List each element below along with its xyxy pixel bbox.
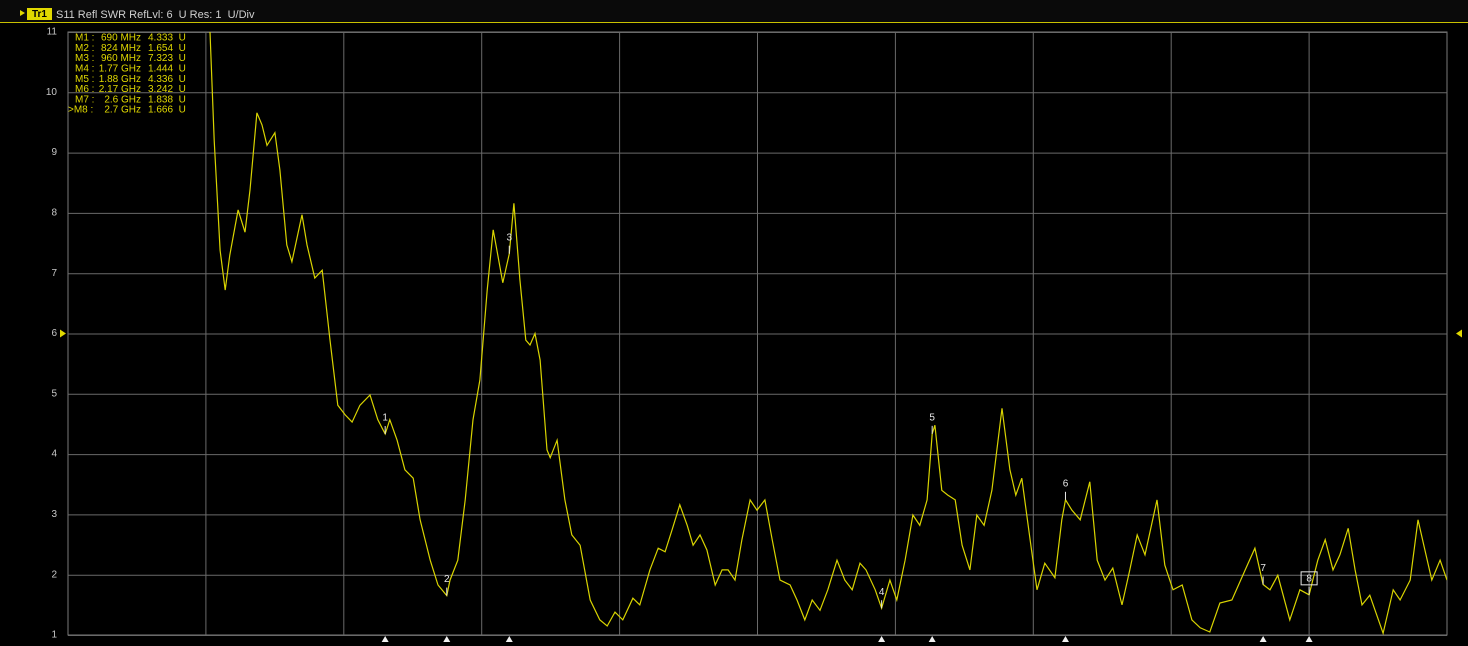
marker-triangle — [1061, 636, 1069, 642]
y-tick-label: 10 — [46, 87, 58, 98]
marker-triangle — [928, 636, 936, 642]
marker-value: 4.333 U — [148, 33, 186, 44]
active-marker-box — [1300, 571, 1318, 586]
marker-name: M1 : — [75, 33, 94, 44]
header-title: S11 Refl SWR RefLvl: 6 U Res: 1 U/Div — [56, 9, 255, 21]
marker-trace-label: 4 — [879, 587, 885, 598]
trace-layer — [209, 32, 1447, 635]
marker-triangle — [443, 636, 451, 642]
marker-value: 4.336 U — [148, 74, 186, 85]
marker-freq: 2.17 GHz — [99, 84, 141, 95]
marker-freq: 2.6 GHz — [104, 94, 141, 105]
y-tick-label: 8 — [51, 208, 57, 219]
marker-value: 7.323 U — [148, 53, 186, 64]
marker-trace-label: 7 — [1260, 563, 1266, 574]
marker-value: 1.654 U — [148, 43, 186, 54]
ref-level-marker — [60, 329, 66, 338]
marker-trace-label: 1 — [382, 413, 388, 424]
marker-trace-label: 3 — [506, 232, 512, 243]
marker-triangle — [505, 636, 513, 642]
y-tick-label: 2 — [51, 569, 57, 580]
ref-level-marker — [1456, 329, 1462, 338]
marker-value: 1.666 U — [148, 105, 186, 116]
marker-name: M3 : — [75, 53, 94, 64]
marker-trace-label: 5 — [929, 412, 935, 423]
grid — [67, 31, 1448, 636]
y-tick-label: 4 — [51, 449, 57, 460]
y-tick-label: 9 — [51, 147, 57, 158]
header-bar — [0, 0, 1468, 22]
marker-freq: 1.88 GHz — [99, 74, 141, 85]
marker-value: 3.242 U — [148, 84, 186, 95]
y-tick-label: 7 — [51, 268, 57, 279]
y-tick-label: 6 — [51, 328, 57, 339]
y-tick-label: 1 — [51, 630, 57, 641]
marker-value: 1.444 U — [148, 64, 186, 75]
marker-trace-label: 8 — [1306, 573, 1312, 584]
marker-triangle — [381, 636, 389, 642]
marker-name: >M8 : — [68, 105, 93, 116]
trace-tag: Tr1 — [32, 9, 47, 20]
marker-trace-label: 2 — [444, 574, 450, 585]
marker-name: M4 : — [75, 64, 94, 75]
overlay: 1 2 3 4 5 6 7 8 9 10 11 M1 : 690 MHz 4.333 U 1 M2 : 824 … — [46, 27, 1462, 642]
trace-arrow — [20, 10, 25, 16]
marker-triangle — [1259, 636, 1267, 642]
marker-trace-label: 6 — [1063, 478, 1069, 489]
marker-freq: 2.7 GHz — [104, 105, 141, 116]
y-tick-label: 3 — [51, 509, 57, 520]
trace-tag-box — [27, 8, 52, 20]
marker-freq: 824 MHz — [101, 43, 141, 54]
marker-name: M7 : — [75, 94, 94, 105]
trace-line — [209, 32, 1447, 635]
marker-freq: 1.77 GHz — [99, 64, 141, 75]
marker-triangle — [1305, 636, 1313, 642]
marker-triangle — [878, 636, 886, 642]
y-tick-label: 5 — [51, 388, 57, 399]
marker-name: M6 : — [75, 84, 94, 95]
marker-freq: 690 MHz — [101, 33, 141, 44]
marker-name: M2 : — [75, 43, 94, 54]
marker-freq: 960 MHz — [101, 53, 141, 64]
marker-name: M5 : — [75, 74, 94, 85]
marker-value: 1.838 U — [148, 94, 186, 105]
y-tick-label: 11 — [47, 27, 58, 38]
